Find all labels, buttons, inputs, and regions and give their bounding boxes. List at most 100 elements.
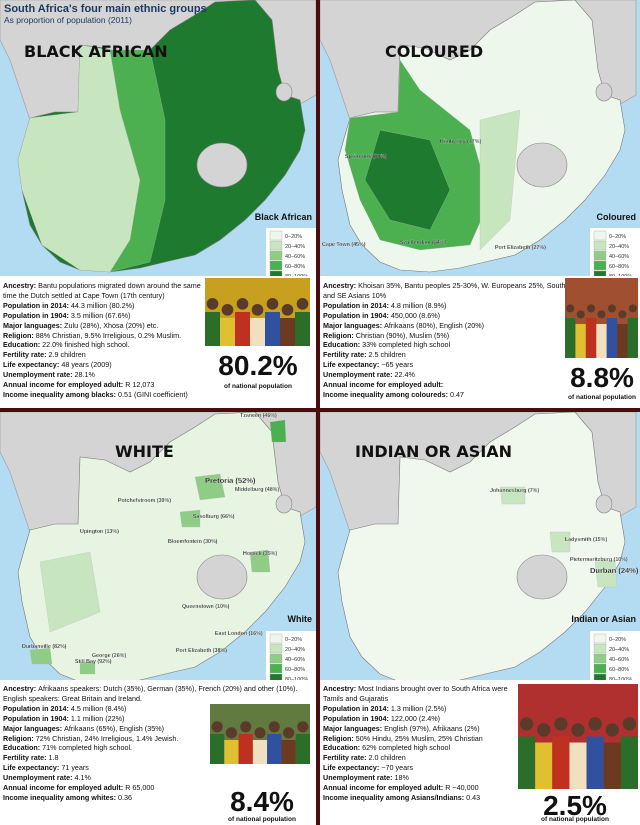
- photo-person-body: [281, 740, 296, 764]
- fact-text: 22.4%: [394, 370, 415, 380]
- legend-label: 20–40%: [609, 244, 629, 250]
- fact: Major languages: Afrikaans (65%), English…: [3, 724, 308, 734]
- photo-person-head: [297, 721, 309, 733]
- fact-label: Income inequality among blacks:: [3, 389, 117, 399]
- fact-label: Life expectancy:: [3, 360, 60, 370]
- fact: Unemployment rate: 4.1%: [3, 773, 308, 783]
- photo-person-body: [205, 312, 220, 346]
- city-label: Still Bay (92%): [75, 659, 112, 665]
- fact-label: Education:: [3, 743, 41, 753]
- city-label: Bloemfontein (30%): [168, 539, 218, 545]
- region: [39, 551, 101, 633]
- panel-title: WHITE: [115, 442, 174, 461]
- photo-person-head: [571, 723, 585, 737]
- photo-person-body: [569, 742, 587, 789]
- photo-person-head: [254, 727, 266, 739]
- share-caption: of national population: [228, 816, 296, 823]
- photo-person-body: [224, 740, 239, 764]
- fact: Life expectancy: ~65 years: [323, 360, 568, 370]
- photo-person-head: [236, 298, 249, 310]
- city-label: George (26%): [92, 653, 126, 659]
- fact: Annual income for employed adult: R 12,07…: [3, 380, 208, 390]
- photo-person-body: [603, 742, 621, 789]
- panel-title: INDIAN OR ASIAN: [355, 442, 513, 461]
- city-label: Potchefstroom (30%): [118, 498, 171, 504]
- legend-swatch: [269, 633, 283, 644]
- fact-text: 33% completed high school: [362, 340, 451, 350]
- photo-person-body: [585, 318, 597, 358]
- region: [269, 419, 287, 443]
- fact-label: Population in 1904:: [323, 713, 389, 723]
- fact-text: 22.0% finished high school.: [42, 340, 130, 350]
- fact: Population in 2014: 4.5 million (8.4%): [3, 704, 308, 714]
- legend-label: 80–100%: [285, 677, 308, 680]
- fact-label: Income inequality among Asians/Indians:: [323, 792, 465, 802]
- share-caption: of national population: [541, 816, 609, 823]
- legend-label: 20–40%: [609, 647, 629, 653]
- photo-person-head: [519, 717, 534, 731]
- photo-person-head: [576, 310, 585, 319]
- lesotho: [196, 554, 248, 600]
- photo: [518, 684, 638, 789]
- fact: Population in 1904: 3.5 million (67.6%): [3, 311, 208, 321]
- fact-label: Population in 1904:: [323, 310, 389, 320]
- fact: Population in 2014: 4.8 million (8.9%): [323, 301, 568, 311]
- fact: Unemployment rate: 28.1%: [3, 370, 208, 380]
- fact-text: 0.36: [118, 792, 133, 802]
- city-label: Springbok (80%): [345, 154, 387, 160]
- fact-label: Unemployment rate:: [3, 773, 73, 783]
- fact: Religion: 72% Christian, 24% Irreligious,…: [3, 734, 308, 744]
- legend-swatch: [269, 663, 283, 674]
- facts: Ancestry: Bantu populations migrated down…: [3, 281, 208, 400]
- city-label: East London (16%): [215, 631, 263, 637]
- swaziland: [275, 494, 293, 514]
- fact-label: Major languages:: [3, 320, 63, 330]
- city-label: Durban (24%): [590, 566, 639, 575]
- fact-text: 4.5 million (8.4%): [70, 703, 127, 713]
- fact-text: Bantu populations migrated down around t…: [3, 281, 201, 300]
- lesotho: [516, 554, 568, 600]
- fact-label: Life expectancy:: [323, 360, 380, 370]
- fact-label: Religion:: [3, 330, 34, 340]
- fact-label: Annual income for employed adult:: [323, 783, 444, 793]
- fact-text: 72% Christian, 24% Irreligious, 1.4% Jew…: [35, 733, 179, 743]
- fact-label: Education:: [323, 340, 361, 350]
- fact-label: Religion:: [323, 733, 354, 743]
- region: [479, 109, 521, 251]
- fact-text: 44.3 million (80.2%): [70, 300, 135, 310]
- fact-text: 4.1%: [74, 773, 91, 783]
- fact-text: 4.8 million (8.9%): [390, 300, 447, 310]
- fact-text: 88% Christian, 9.5% Irreligious, 0.2% Mu…: [35, 330, 182, 340]
- fact-text: R 12,073: [125, 380, 155, 390]
- fact-label: Ancestry:: [323, 684, 357, 693]
- panel-title: BLACK AFRICAN: [24, 42, 168, 61]
- region: [109, 49, 166, 273]
- fact-text: Zulu (28%), Xhosa (20%) etc.: [64, 320, 159, 330]
- fact: Life expectancy: 48 years (2009): [3, 360, 208, 370]
- legend-swatch: [593, 230, 607, 241]
- fact-text: Christian (90%), Muslim (5%): [355, 330, 450, 340]
- city-label: Sasolburg (66%): [193, 514, 235, 520]
- legend-title: Black African: [255, 212, 312, 222]
- south-africa: [337, 412, 626, 680]
- photo: [205, 278, 310, 346]
- legend-swatch: [593, 663, 607, 674]
- legend-label: 40–60%: [609, 657, 629, 663]
- legend-swatch: [593, 240, 607, 251]
- fact: Life expectancy: ~70 years: [323, 763, 518, 773]
- legend-swatch: [593, 250, 607, 261]
- legend-swatch: [269, 653, 283, 664]
- fact-text: 71% completed high school.: [42, 743, 133, 753]
- legend-label: 40–60%: [285, 254, 305, 260]
- fact-text: 2.5 children: [368, 350, 406, 360]
- fact-text: 1.1 million (22%): [70, 713, 125, 723]
- fact: Religion: 88% Christian, 9.5% Irreligious…: [3, 331, 208, 341]
- photo-person-body: [250, 318, 265, 346]
- legend-label: 60–80%: [285, 667, 305, 673]
- city-label: Upington (13%): [80, 529, 119, 535]
- city-label: Kimberley (17%): [440, 139, 481, 145]
- city-label: Durbanville (82%): [22, 644, 67, 650]
- share-value: 8.8%: [570, 362, 634, 393]
- fact: Ancestry: Most Indians brought over to So…: [323, 684, 518, 704]
- fact-label: Population in 2014:: [3, 703, 69, 713]
